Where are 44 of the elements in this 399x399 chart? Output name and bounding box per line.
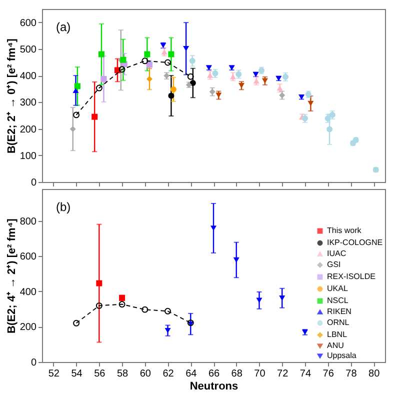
y-tick-label: 600: [20, 252, 37, 263]
y-axis-title: B(E2; 4⁺ → 2⁺) [e² fm⁴]: [6, 218, 18, 334]
legend-label: This work: [327, 226, 362, 235]
y-axis-title: B(E2; 2⁺ → 0⁺) [e² fm⁴]: [6, 38, 18, 154]
annotation: (a): [56, 20, 71, 34]
legend-label: IKP-COLOGNE: [327, 238, 383, 247]
x-tick-label: 74: [300, 368, 312, 380]
x-tick-label: 78: [346, 368, 358, 380]
legend-label: REX-ISOLDE: [327, 272, 376, 281]
x-tick-label: 52: [48, 368, 60, 380]
legend-label: IUAC: [327, 249, 346, 258]
legend-label: NSCL: [327, 296, 349, 305]
y-tick-label: 800: [20, 216, 37, 228]
y-tick-label: 200: [20, 124, 37, 136]
y-tick-label: 500: [20, 44, 37, 56]
x-tick-label: 76: [322, 368, 334, 380]
y-tick-label: 400: [20, 286, 37, 298]
y-tick-label: 100: [20, 150, 37, 162]
y-tick-label: 400: [20, 71, 37, 82]
x-axis-title: Neutrons: [190, 380, 238, 392]
legend-label: RIKEN: [327, 307, 352, 316]
x-tick-label: 66: [208, 368, 220, 380]
x-tick-label: 80: [368, 368, 380, 380]
legend-label: UKAL: [327, 284, 348, 293]
x-tick-label: 70: [254, 368, 266, 380]
x-tick-label: 58: [116, 368, 129, 380]
legend-label: ANU: [327, 341, 344, 350]
x-tick-label: 60: [140, 368, 152, 380]
x-tick-label: 68: [231, 368, 243, 380]
legend-label: Uppsala: [327, 351, 357, 360]
x-tick-label: 72: [277, 368, 289, 380]
x-tick-label: 54: [71, 368, 83, 380]
x-tick-label: 64: [186, 368, 198, 380]
legend-label: LBNL: [327, 330, 348, 339]
legend-label: GSI: [327, 260, 341, 269]
y-tick-label: 0: [30, 358, 37, 368]
y-tick-label: 0: [30, 178, 37, 188]
y-tick-label: 600: [20, 18, 37, 29]
x-tick-label: 62: [162, 368, 174, 380]
y-tick-label: 300: [20, 98, 37, 109]
legend-label: ORNL: [327, 318, 350, 327]
x-tick-label: 56: [94, 368, 106, 380]
y-tick-label: 200: [20, 322, 37, 334]
annotation: (b): [56, 200, 71, 214]
